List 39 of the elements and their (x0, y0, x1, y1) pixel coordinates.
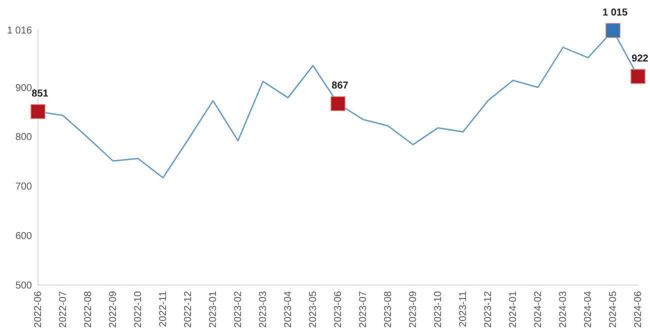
data-label: 1 015 (602, 7, 628, 18)
x-tick-label: 2023-06 (333, 290, 344, 328)
y-tick-label: 1 016 (6, 26, 32, 36)
x-tick-label: 2024-02 (533, 290, 544, 328)
x-tick-label: 2024-03 (558, 290, 569, 328)
x-tick-label: 2023-05 (308, 290, 319, 328)
point (606, 23, 620, 38)
y-tick-label: 500 (15, 280, 32, 292)
x-tick-label: 2023-08 (383, 290, 394, 328)
x-tick-label: 2022-10 (133, 290, 144, 328)
x-tick-label: 2023-07 (358, 290, 369, 328)
y-tick-label: 800 (15, 132, 32, 144)
x-tick-label: 2022-06 (33, 290, 44, 328)
x-tick-label: 2023-11 (458, 290, 469, 327)
x-tick-label: 2022-07 (58, 290, 69, 328)
x-tick-label: 2024-04 (583, 290, 594, 328)
y-tick-label: 900 (15, 82, 32, 94)
point (30, 104, 46, 119)
x-tick-label: 2024-05 (608, 290, 619, 328)
x-tick-label: 2023-12 (483, 290, 494, 328)
x-tick-label: 2024-06 (633, 290, 644, 328)
y-tick-label: 700 (15, 182, 32, 193)
x-tick-label: 2022-12 (183, 290, 194, 328)
data-label: 851 (32, 88, 49, 100)
x-tick-label: 2022-11 (158, 290, 169, 327)
data-label: 922 (632, 53, 649, 64)
x-tick-label: 2023-02 (233, 290, 244, 328)
data-label: 867 (332, 80, 349, 92)
x-tick-label: 2023-09 (408, 290, 419, 328)
x-tick-label: 2023-10 (433, 290, 444, 328)
point (630, 69, 646, 84)
x-tick-label: 2024-01 (508, 290, 519, 328)
x-tick-label: 2023-03 (258, 290, 269, 328)
x-tick-label: 2023-04 (283, 290, 294, 328)
x-tick-label: 2023-01 (208, 290, 219, 328)
point (330, 96, 346, 112)
x-tick-label: 2022-09 (108, 290, 119, 328)
y-tick-label: 600 (15, 231, 32, 242)
x-tick-label: 2022-08 (83, 290, 94, 328)
